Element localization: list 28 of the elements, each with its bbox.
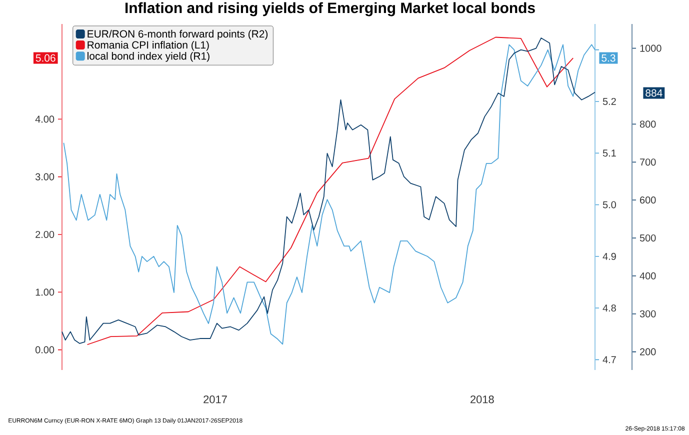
y-tick-label: 4.00: [35, 116, 54, 123]
y3-tick-label: 600: [640, 196, 656, 204]
y2-tick-label: 5.1: [602, 150, 616, 157]
y-tick-label: 1.00: [36, 288, 54, 296]
text: 5.3: [602, 54, 616, 62]
x-tick-label: 2018: [470, 396, 494, 404]
legend-label: EUR/RON 6-month forward points (R2): [88, 30, 268, 40]
text: 884: [646, 89, 662, 97]
y-tick-label: 2.00: [36, 230, 54, 238]
legend-label: Romania CPI inflation (L1): [88, 40, 209, 51]
chart-title: Inflation and rising yields of Emerging Market local bonds: [125, 2, 535, 16]
y2-tick-label: 4.8: [602, 304, 616, 312]
y3-tick-label: 300: [640, 310, 656, 318]
y2-tick-label: 5.2: [602, 98, 616, 105]
x-tick-label: 2017: [204, 396, 227, 404]
y-tick-label: 0.00: [35, 346, 54, 354]
y3-tick-label: 700: [640, 158, 656, 166]
y-tick-label: 3.00: [35, 173, 54, 180]
legend-label: local bond index yield (R1): [88, 52, 210, 62]
text: 5.06: [36, 54, 56, 62]
y3-tick-label: 1000: [640, 44, 662, 52]
y3-tick-label: 800: [640, 120, 656, 128]
y3-tick-label: 200: [640, 348, 656, 356]
y3-tick-label: 500: [640, 234, 656, 242]
y2-tick-label: 5.0: [602, 201, 616, 208]
y2-tick-label: 4.9: [602, 252, 616, 260]
y2-tick-label: 4.7: [602, 356, 616, 364]
y3-tick-label: 400: [640, 272, 656, 280]
